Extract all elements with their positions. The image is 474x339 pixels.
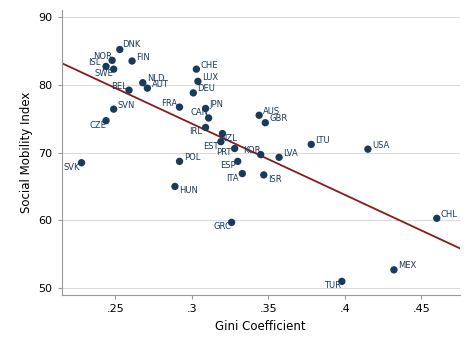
Text: BEL: BEL	[111, 82, 127, 91]
Text: NLD: NLD	[147, 74, 164, 83]
Point	[102, 118, 110, 123]
Point	[144, 85, 151, 91]
Point	[192, 66, 200, 72]
Text: NOR: NOR	[93, 52, 111, 61]
Point	[171, 184, 179, 189]
Point	[338, 279, 346, 284]
Point	[238, 171, 246, 176]
Point	[231, 146, 238, 151]
Point	[78, 160, 85, 165]
Point	[190, 90, 197, 96]
Text: CAN: CAN	[191, 108, 209, 117]
Point	[110, 66, 118, 72]
Point	[202, 125, 210, 130]
Point	[128, 58, 136, 64]
Point	[217, 139, 225, 144]
Point	[228, 220, 236, 225]
Point	[260, 172, 267, 178]
Text: LTU: LTU	[315, 136, 330, 145]
Text: SWE: SWE	[94, 69, 113, 78]
Text: EST: EST	[203, 142, 219, 151]
Point	[202, 106, 210, 111]
Text: ESP: ESP	[219, 161, 235, 170]
Text: MEX: MEX	[398, 261, 416, 271]
Text: LUX: LUX	[202, 73, 218, 82]
Text: JPN: JPN	[210, 100, 224, 109]
Point	[125, 87, 133, 93]
Text: FRA: FRA	[162, 99, 178, 108]
Point	[176, 159, 183, 164]
Text: SVN: SVN	[118, 101, 135, 110]
Text: SVK: SVK	[64, 163, 80, 172]
Point	[257, 152, 264, 157]
Point	[390, 267, 398, 273]
Point	[109, 58, 116, 63]
Text: ISL: ISL	[88, 58, 100, 67]
Point	[102, 64, 110, 69]
Text: LVA: LVA	[283, 149, 298, 158]
Text: HUN: HUN	[179, 186, 198, 195]
Point	[275, 155, 283, 160]
Text: POL: POL	[184, 153, 200, 162]
Point	[308, 142, 315, 147]
Text: DEU: DEU	[198, 84, 215, 94]
Text: AUT: AUT	[152, 80, 168, 89]
Text: CHE: CHE	[201, 61, 218, 70]
Point	[234, 159, 242, 164]
Text: PRT: PRT	[217, 148, 232, 157]
Text: CHL: CHL	[441, 210, 458, 219]
Text: KOR: KOR	[243, 146, 260, 155]
Text: USA: USA	[372, 141, 389, 150]
Point	[205, 115, 212, 121]
Point	[176, 104, 183, 110]
Point	[194, 79, 202, 84]
Point	[364, 146, 372, 152]
Point	[433, 216, 441, 221]
Text: GRC: GRC	[214, 222, 231, 231]
Y-axis label: Social Mobility Index: Social Mobility Index	[20, 92, 33, 213]
Text: IRL: IRL	[189, 127, 202, 136]
Point	[255, 113, 263, 118]
Text: GBR: GBR	[269, 114, 288, 123]
Point	[219, 131, 226, 136]
Text: DNK: DNK	[123, 40, 141, 49]
Point	[110, 106, 118, 112]
Text: TUR: TUR	[324, 281, 341, 290]
Text: AUS: AUS	[264, 107, 281, 116]
Text: CZE: CZE	[90, 121, 106, 129]
Point	[116, 47, 124, 52]
Text: FIN: FIN	[136, 53, 150, 62]
Text: ITA: ITA	[226, 174, 238, 182]
Point	[139, 80, 146, 85]
Point	[262, 120, 269, 125]
Text: NZL: NZL	[219, 134, 237, 142]
Text: ISR: ISR	[268, 175, 282, 184]
X-axis label: Gini Coefficient: Gini Coefficient	[215, 320, 306, 333]
